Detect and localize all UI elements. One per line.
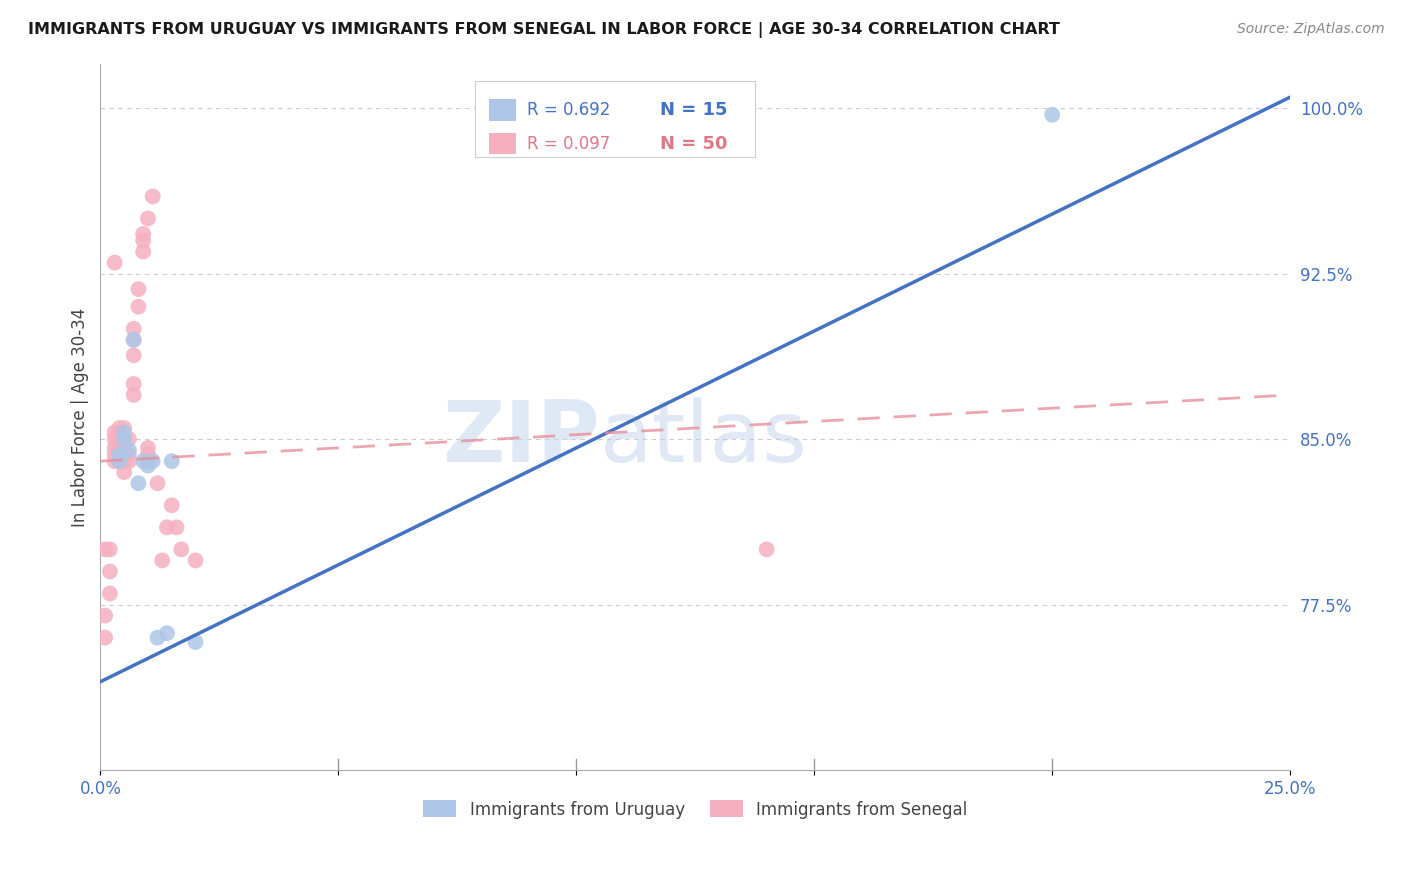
FancyBboxPatch shape	[489, 99, 516, 120]
Y-axis label: In Labor Force | Age 30-34: In Labor Force | Age 30-34	[72, 308, 89, 526]
Text: R = 0.692: R = 0.692	[527, 101, 610, 119]
Point	[112, 425, 135, 440]
Point	[136, 458, 159, 473]
Point	[184, 553, 207, 567]
Point	[108, 443, 131, 458]
Point	[166, 520, 188, 534]
Point	[118, 454, 141, 468]
Text: Source: ZipAtlas.com: Source: ZipAtlas.com	[1237, 22, 1385, 37]
Point	[122, 333, 145, 347]
Text: N = 15: N = 15	[659, 101, 727, 119]
Point	[118, 443, 141, 458]
Point	[94, 542, 117, 557]
Text: IMMIGRANTS FROM URUGUAY VS IMMIGRANTS FROM SENEGAL IN LABOR FORCE | AGE 30-34 CO: IMMIGRANTS FROM URUGUAY VS IMMIGRANTS FR…	[28, 22, 1060, 38]
Point	[104, 454, 127, 468]
Point	[160, 454, 183, 468]
Point	[104, 255, 127, 269]
Point	[150, 553, 173, 567]
Text: ZIP: ZIP	[443, 397, 600, 480]
Point	[112, 421, 135, 435]
Point	[184, 635, 207, 649]
Point	[127, 282, 149, 296]
Point	[94, 631, 117, 645]
Point	[104, 432, 127, 446]
Point	[146, 476, 169, 491]
Point	[104, 441, 127, 455]
Point	[122, 322, 145, 336]
Point	[108, 448, 131, 462]
Legend: Immigrants from Uruguay, Immigrants from Senegal: Immigrants from Uruguay, Immigrants from…	[416, 794, 974, 825]
Point	[142, 189, 165, 203]
FancyBboxPatch shape	[475, 81, 755, 157]
Point	[122, 376, 145, 391]
Text: R = 0.097: R = 0.097	[527, 135, 610, 153]
Point	[132, 454, 155, 468]
Point	[94, 608, 117, 623]
Point	[104, 448, 127, 462]
Point	[136, 211, 159, 226]
Point	[98, 542, 121, 557]
Point	[127, 300, 149, 314]
Point	[132, 234, 155, 248]
Point	[132, 244, 155, 259]
Point	[118, 432, 141, 446]
Point	[118, 448, 141, 462]
Point	[108, 436, 131, 450]
Point	[1040, 108, 1063, 122]
Point	[112, 448, 135, 462]
Point	[142, 454, 165, 468]
Point	[136, 448, 159, 462]
Point	[170, 542, 193, 557]
Point	[122, 348, 145, 362]
Point	[755, 542, 778, 557]
Text: N = 50: N = 50	[659, 135, 727, 153]
Point	[108, 421, 131, 435]
Point	[146, 631, 169, 645]
Point	[98, 565, 121, 579]
Text: atlas: atlas	[600, 397, 808, 480]
Point	[136, 454, 159, 468]
Point	[112, 432, 135, 446]
Point	[108, 454, 131, 468]
FancyBboxPatch shape	[489, 133, 516, 154]
Point	[122, 333, 145, 347]
Point	[108, 454, 131, 468]
Point	[132, 227, 155, 241]
Point	[108, 448, 131, 462]
Point	[112, 454, 135, 468]
Point	[127, 476, 149, 491]
Point	[98, 586, 121, 600]
Point	[112, 432, 135, 446]
Point	[108, 432, 131, 446]
Point	[122, 388, 145, 402]
Point	[112, 465, 135, 479]
Point	[156, 520, 179, 534]
Point	[156, 626, 179, 640]
Point	[160, 498, 183, 512]
Point	[104, 425, 127, 440]
Point	[136, 441, 159, 455]
Point	[112, 441, 135, 455]
